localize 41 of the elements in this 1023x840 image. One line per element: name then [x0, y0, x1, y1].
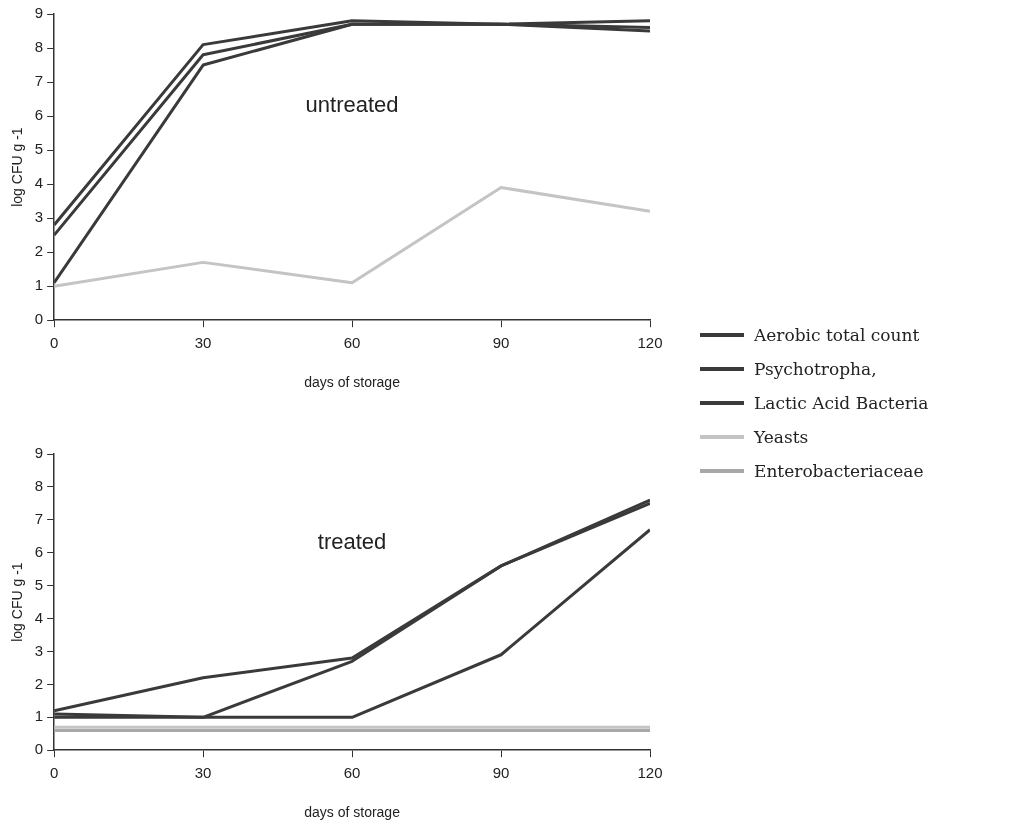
legend-label: Psychotropha, [754, 359, 877, 379]
y-tick-label: 9 [34, 4, 44, 22]
x-tick-label: 60 [343, 764, 361, 782]
y-tick-label: 4 [34, 608, 44, 626]
annotation: treated [317, 528, 387, 554]
y-tick-label: 8 [34, 477, 44, 495]
y-tick-label: 5 [34, 575, 44, 593]
x-tick-label: 90 [492, 334, 510, 352]
y-tick-label: 3 [34, 208, 44, 226]
y-tick-label: 5 [34, 140, 44, 158]
annotation: untreated [305, 91, 399, 117]
y-tick-label: 0 [34, 310, 44, 328]
x-tick-label: 120 [637, 764, 663, 782]
x-axis-title: days of storage [304, 374, 401, 391]
legend-label: Lactic Acid Bacteria [754, 393, 929, 413]
x-axis-title: days of storage [304, 804, 401, 821]
y-tick-label: 9 [34, 444, 44, 462]
x-tick-label: 0 [49, 334, 59, 352]
x-tick-label: 90 [492, 764, 510, 782]
y-tick-label: 7 [34, 509, 44, 527]
legend-label: Aerobic total count [754, 325, 920, 345]
y-tick-label: 2 [34, 242, 44, 260]
y-tick-label: 2 [34, 674, 44, 692]
y-axis-title: log CFU g -1 [9, 562, 26, 642]
x-tick-label: 30 [194, 764, 212, 782]
legend-label: Yeasts [754, 427, 809, 447]
y-tick-label: 3 [34, 641, 44, 659]
y-tick-label: 8 [34, 38, 44, 56]
y-tick-label: 1 [34, 707, 44, 725]
x-tick-label: 60 [343, 334, 361, 352]
x-tick-label: 30 [194, 334, 212, 352]
y-tick-label: 0 [34, 740, 44, 758]
y-tick-label: 6 [34, 542, 44, 560]
x-tick-label: 0 [49, 764, 59, 782]
x-tick-label: 120 [637, 334, 663, 352]
y-tick-label: 7 [34, 72, 44, 90]
y-tick-label: 1 [34, 276, 44, 294]
y-tick-label: 4 [34, 174, 44, 192]
y-tick-label: 6 [34, 106, 44, 124]
y-axis-title: log CFU g -1 [9, 127, 26, 207]
legend-label: Enterobacteriaceae [754, 461, 924, 481]
